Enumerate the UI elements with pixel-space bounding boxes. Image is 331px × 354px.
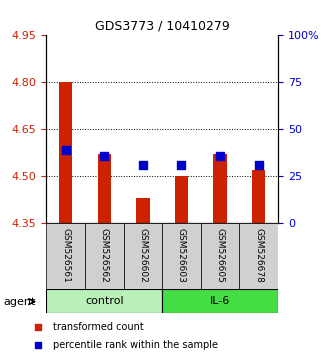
Bar: [175, 176, 188, 223]
Text: percentile rank within the sample: percentile rank within the sample: [53, 340, 218, 350]
Text: control: control: [85, 296, 123, 306]
Text: IL-6: IL-6: [210, 296, 230, 306]
Bar: [136, 198, 150, 223]
Bar: [162, 289, 278, 313]
Bar: [162, 223, 201, 289]
Text: agent: agent: [3, 297, 36, 307]
Text: GSM526603: GSM526603: [177, 228, 186, 283]
Text: GSM526561: GSM526561: [61, 228, 70, 283]
Title: GDS3773 / 10410279: GDS3773 / 10410279: [95, 20, 230, 33]
Point: [179, 162, 184, 168]
Bar: [252, 170, 265, 223]
Bar: [59, 82, 72, 223]
Bar: [46, 289, 162, 313]
Text: transformed count: transformed count: [53, 322, 144, 332]
Point: [102, 153, 107, 159]
Point: [140, 162, 146, 168]
Point: [217, 153, 223, 159]
Text: GSM526562: GSM526562: [100, 228, 109, 283]
Bar: [213, 154, 227, 223]
Text: GSM526605: GSM526605: [215, 228, 225, 283]
Point: [35, 324, 40, 330]
Bar: [201, 223, 239, 289]
Point: [63, 147, 68, 152]
Bar: [85, 223, 123, 289]
Bar: [123, 223, 162, 289]
Bar: [98, 154, 111, 223]
Point: [35, 342, 40, 348]
Text: GSM526678: GSM526678: [254, 228, 263, 283]
Point: [256, 162, 261, 168]
Bar: [46, 223, 85, 289]
Bar: [239, 223, 278, 289]
Text: GSM526602: GSM526602: [138, 228, 147, 283]
